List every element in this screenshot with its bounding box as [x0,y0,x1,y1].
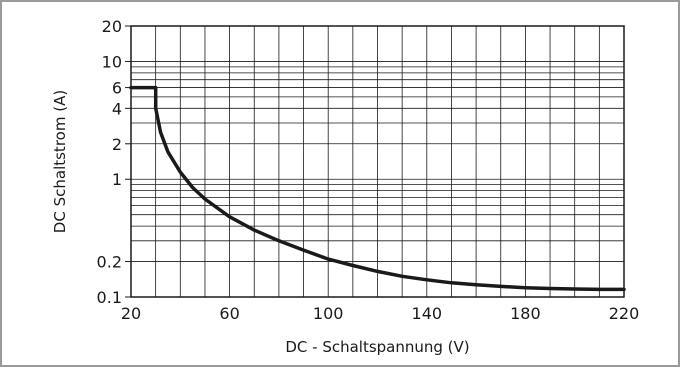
series-line [129,85,626,292]
y-axis-title: DC Schaltstrom (A) [51,90,69,233]
x-axis-ticks: 20 60 100 140 180 220 [121,304,639,323]
grid [131,26,624,297]
x-tick-label: 100 [313,304,344,323]
y-axis-ticks: 0.1 0.2 1 2 46 10 20 [97,17,131,307]
y-tick-label: 0.1 [97,288,122,307]
x-tick-label: 220 [609,304,640,323]
y-tick-label: 2 [112,135,122,154]
x-tick-label: 140 [412,304,443,323]
y-tick-label: 4 [112,99,122,118]
x-tick-label: 60 [219,304,239,323]
x-tick-label: 180 [510,304,541,323]
series-layer [129,85,626,292]
y-tick-label: 1 [112,170,122,189]
x-axis-title: DC - Schaltspannung (V) [285,338,469,356]
plot-area-border [130,25,625,298]
y-tick-label: 10 [102,52,122,71]
y-tick-label: 20 [102,17,122,36]
y-tick-label: 6 [112,79,122,98]
x-tick-label: 20 [121,304,141,323]
y-tick-label: 0.2 [97,253,122,272]
